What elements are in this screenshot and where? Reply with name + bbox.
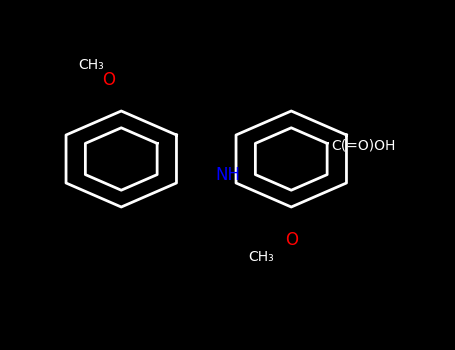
Text: CH₃: CH₃ (79, 58, 104, 72)
Text: CH₃: CH₃ (248, 250, 274, 264)
Text: O: O (285, 231, 298, 250)
Text: NH: NH (215, 166, 240, 184)
Text: O: O (102, 71, 115, 89)
Text: C(=O)OH: C(=O)OH (331, 138, 396, 152)
